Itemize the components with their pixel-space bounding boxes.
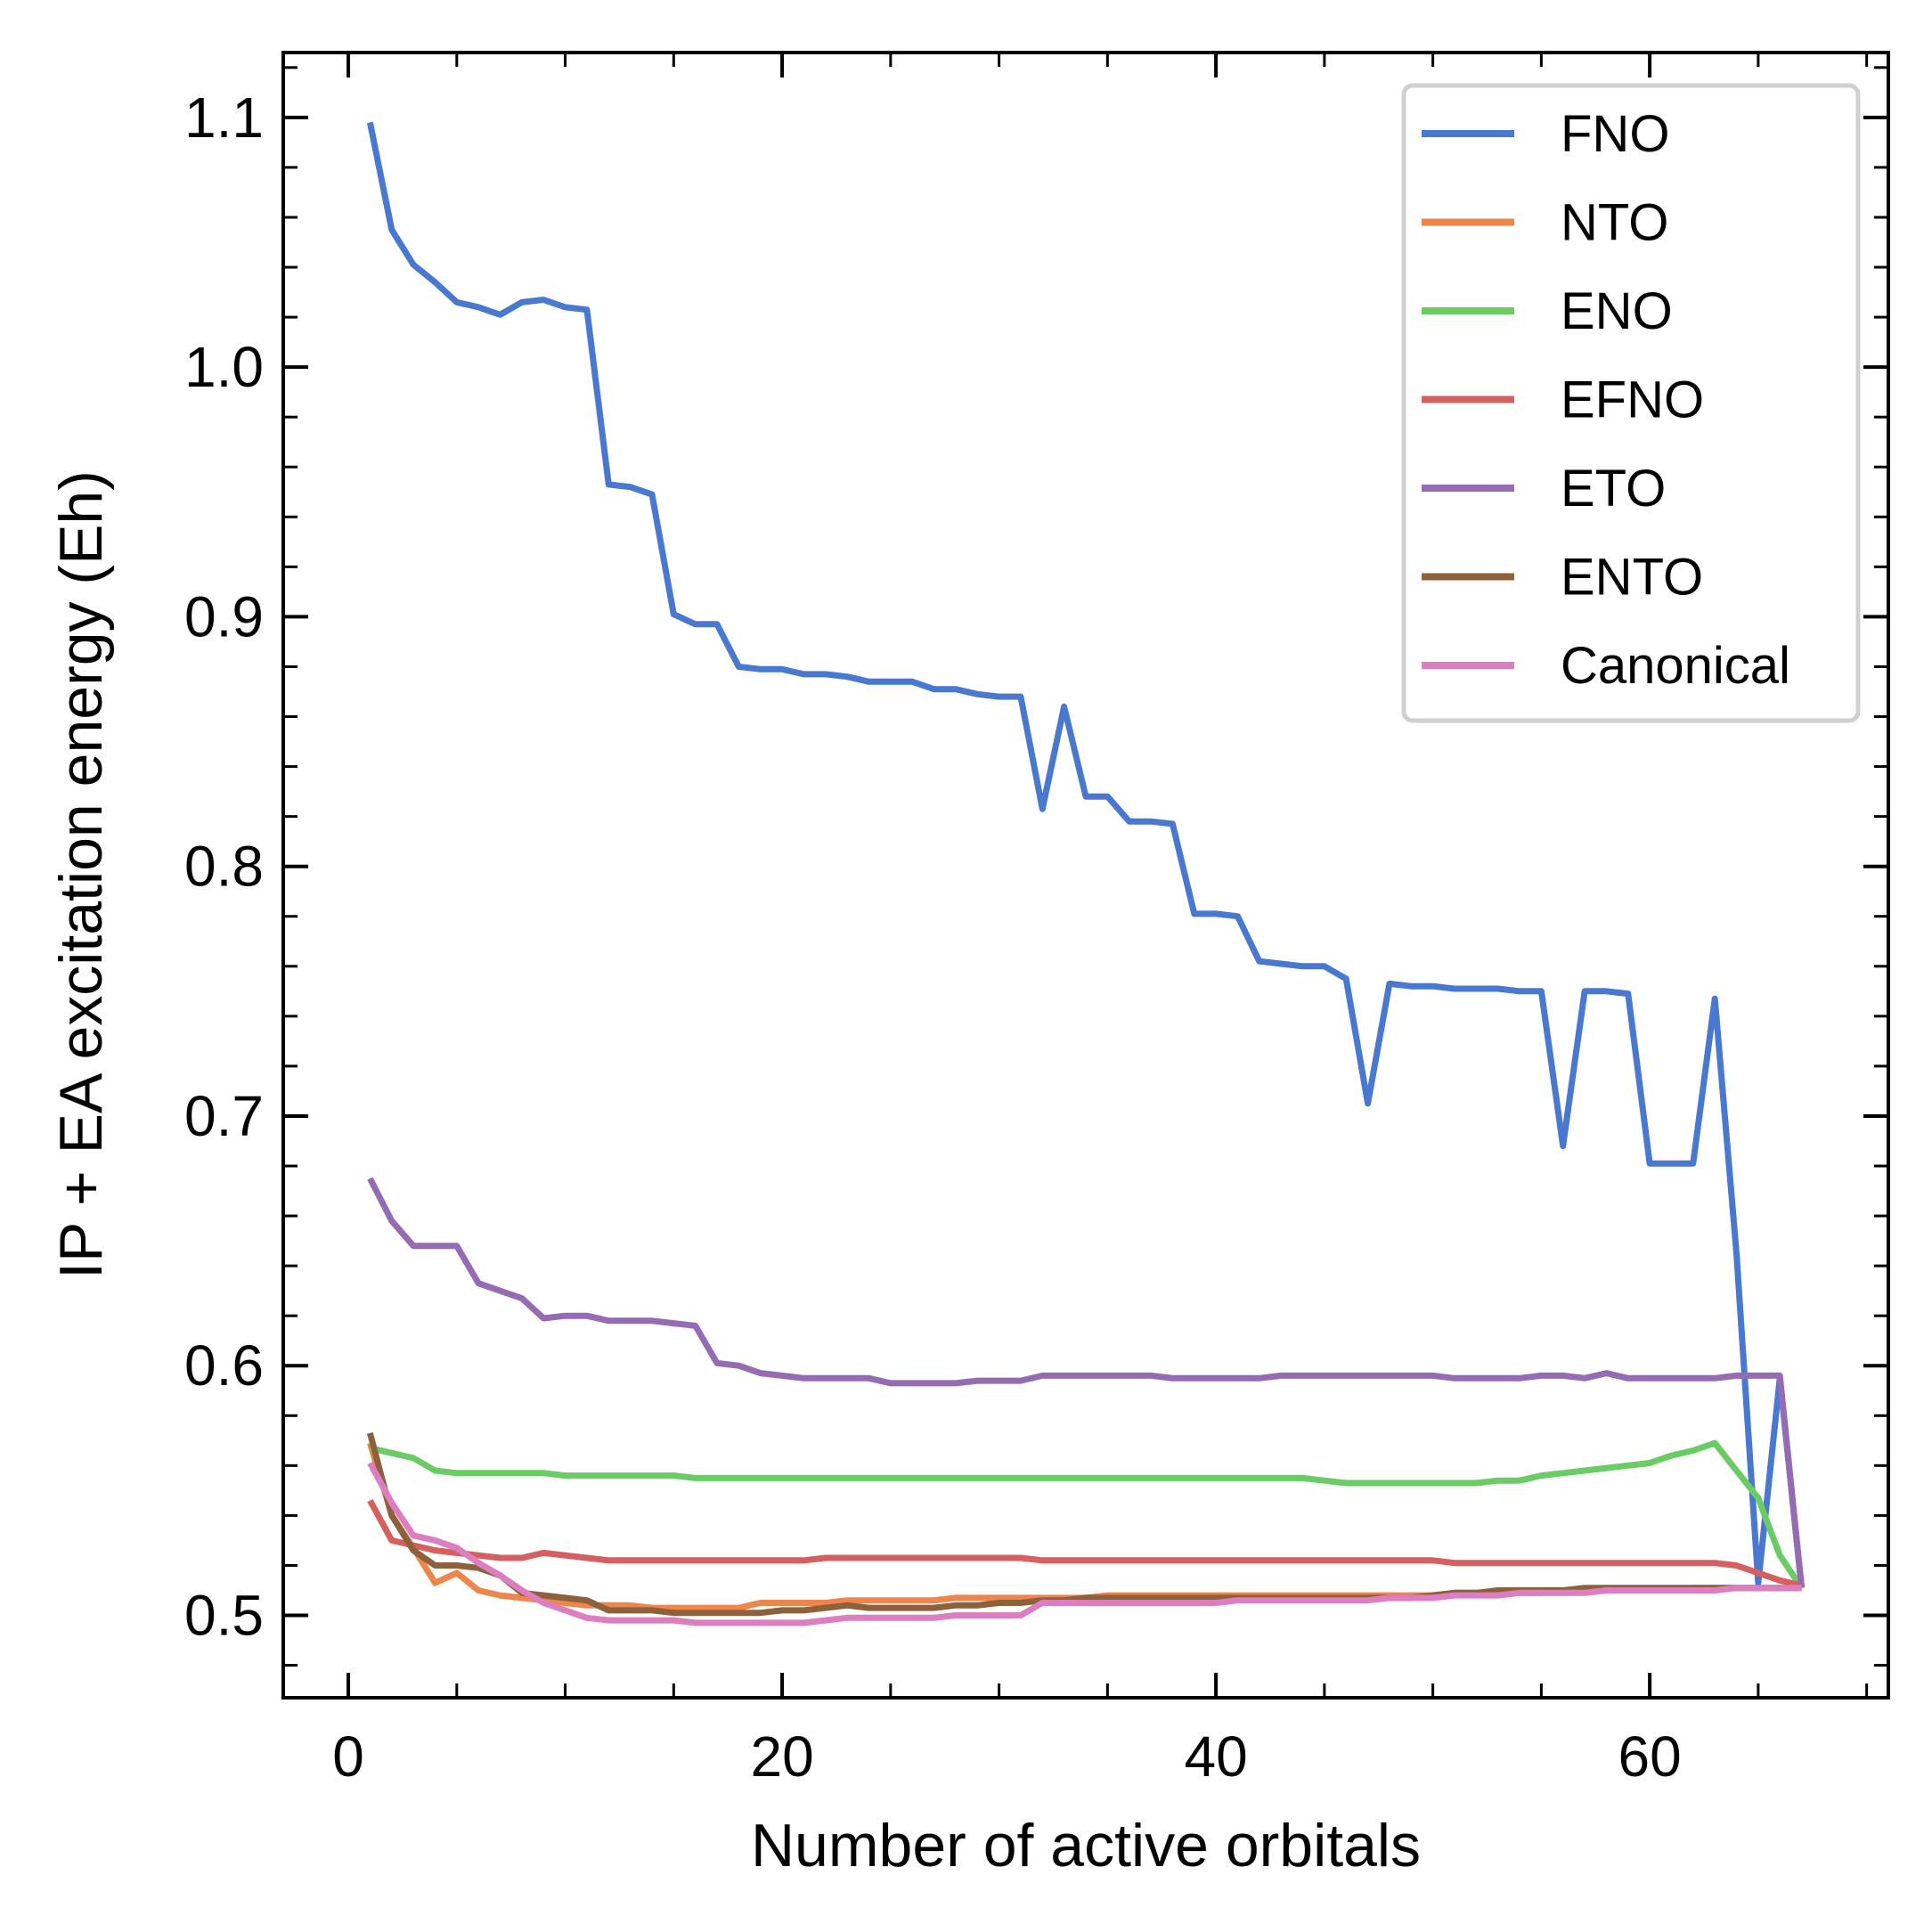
y-tick-label: 0.8 (184, 835, 264, 899)
series-line-fno (366, 121, 1806, 1589)
x-axis-label: Number of active orbitals (751, 1812, 1421, 1879)
y-tick-label: 0.9 (184, 584, 264, 648)
y-tick-label: 0.5 (184, 1584, 264, 1648)
y-tick-label: 0.7 (184, 1084, 264, 1148)
x-tick-label: 40 (1185, 1724, 1248, 1789)
tick-labels: 0 20 40 60 0.5 0.6 0.7 0.8 0.9 1.0 1.1 (184, 86, 1682, 1789)
legend-label-efno: EFNO (1561, 371, 1704, 429)
series-line-canonical (367, 1461, 1802, 1626)
legend-label-canonical: Canonical (1561, 637, 1790, 695)
y-tick-label: 1.1 (184, 86, 264, 150)
legend-box (1401, 83, 1861, 723)
y-tick-label: 0.6 (184, 1333, 264, 1398)
x-tick-label: 20 (750, 1724, 813, 1789)
series-line-efno (367, 1498, 1803, 1589)
y-tick-label: 1.0 (184, 335, 264, 399)
y-axis-label: IP + EA excitation energy (Eh) (47, 470, 115, 1279)
legend-label-eno: ENO (1561, 282, 1673, 340)
data-series (366, 121, 1806, 1626)
legend-label-nto: NTO (1561, 194, 1668, 252)
plot-frame (281, 51, 1890, 1700)
legend: FNO NTO ENO EFNO ETO ENTO Canonical (1401, 83, 1861, 723)
legend-label-ento: ENTO (1561, 549, 1703, 607)
legend-label-eto: ETO (1561, 460, 1666, 518)
x-tick-label: 60 (1618, 1724, 1682, 1789)
series-line-eno (369, 1439, 1805, 1590)
axis-ticks (283, 53, 1888, 1698)
series-line-eto (367, 1177, 1806, 1589)
x-tick-label: 0 (332, 1724, 364, 1789)
legend-label-fno: FNO (1561, 105, 1669, 163)
